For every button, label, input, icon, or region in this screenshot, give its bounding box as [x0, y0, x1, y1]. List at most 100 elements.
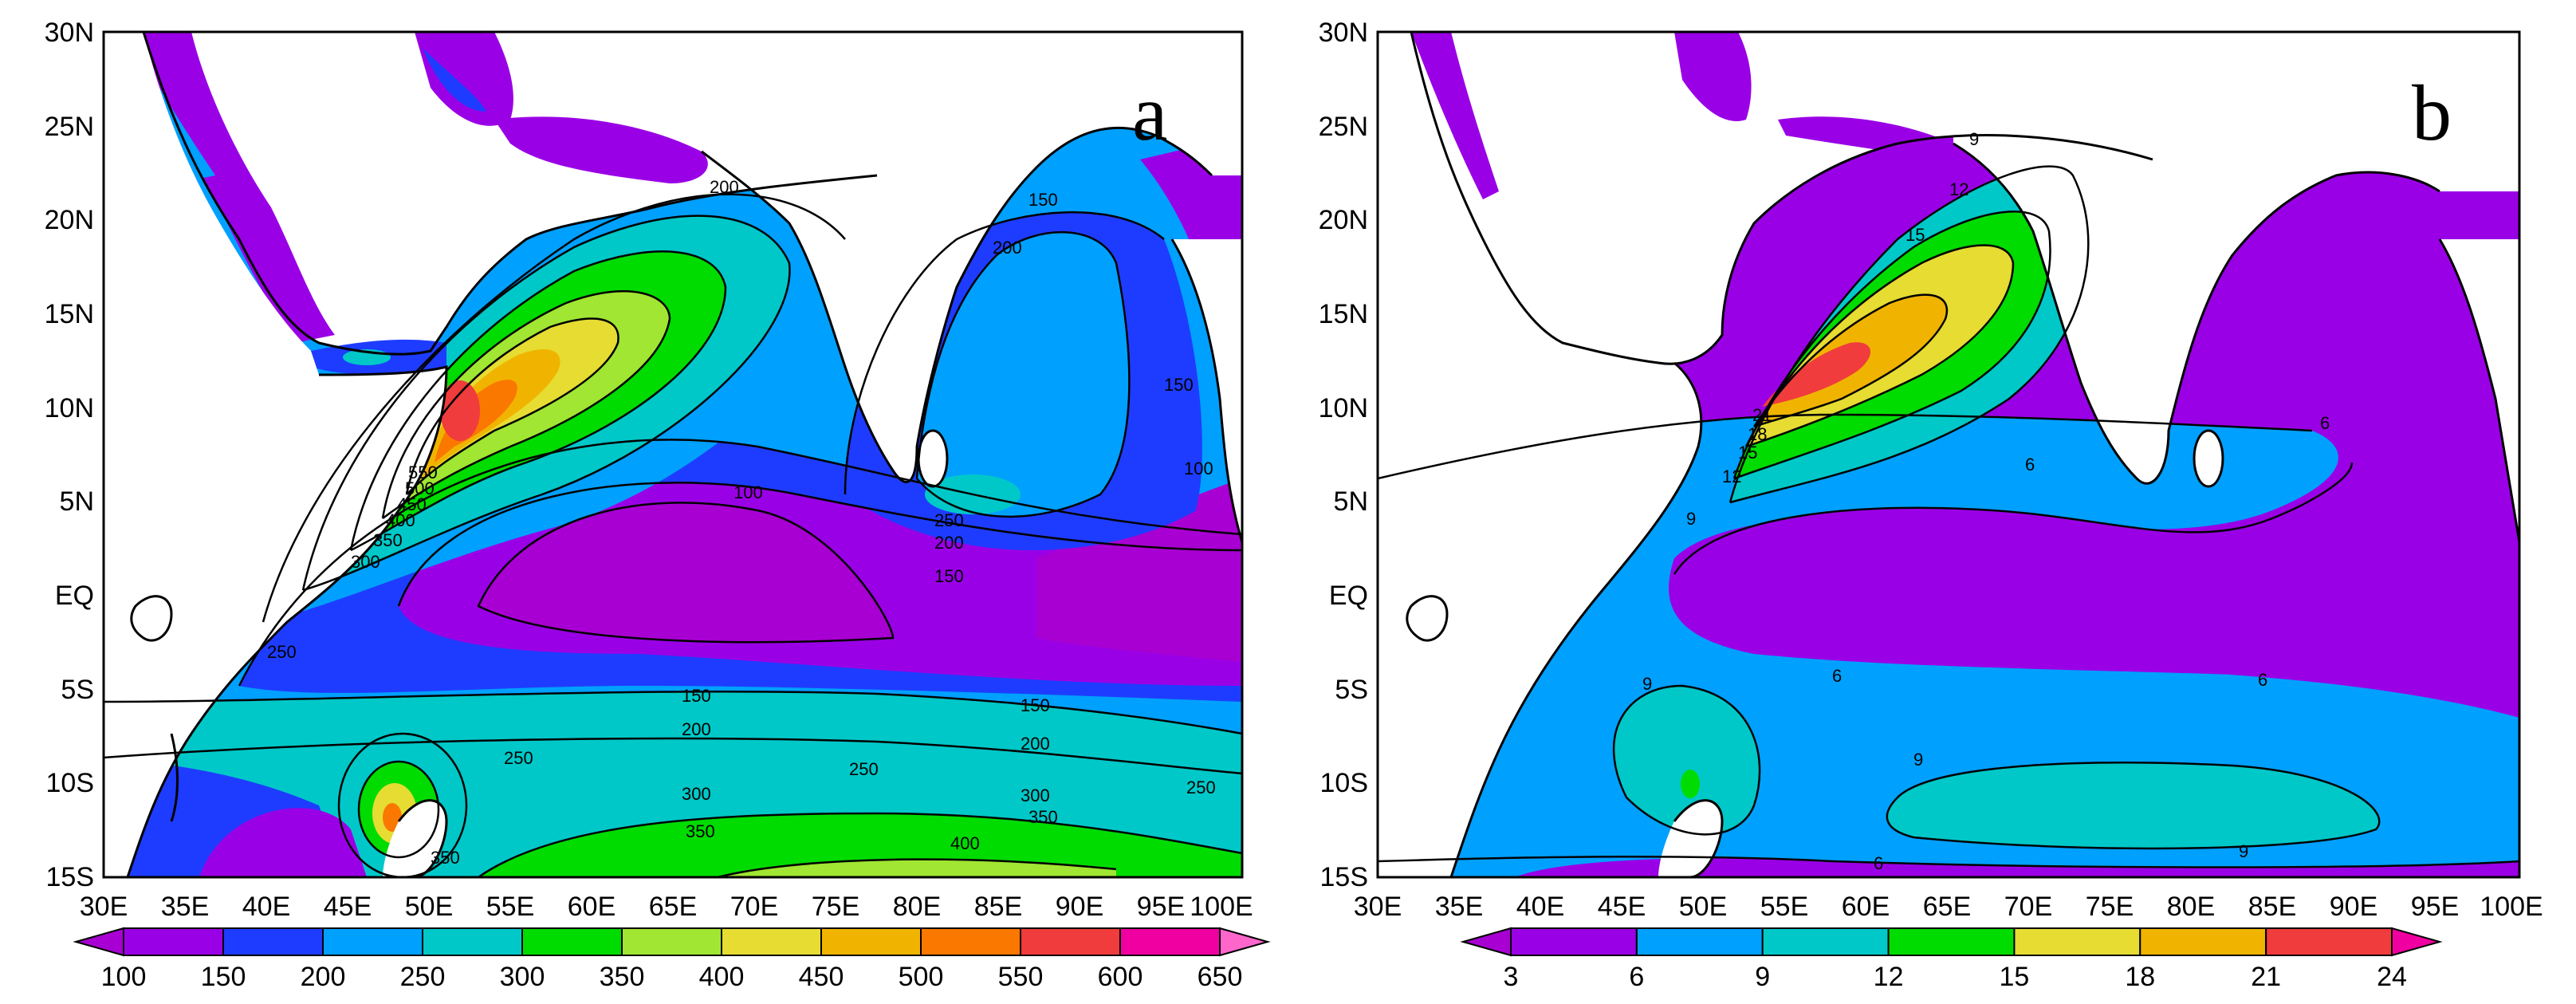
- x-tick-label: 70E: [730, 892, 779, 922]
- y-tick-label: 10S: [46, 768, 95, 798]
- contour-label: 250: [1186, 778, 1216, 797]
- contour-label: 9: [1686, 509, 1696, 529]
- contour-label: 500: [405, 478, 435, 498]
- colorbar-max-arrow: [2391, 927, 2443, 957]
- contour-label: 450: [397, 494, 427, 514]
- y-tick-label: 5S: [1335, 675, 1368, 705]
- y-tick-label: 30N: [1319, 18, 1368, 48]
- contour-label: 200: [1021, 734, 1050, 754]
- colorbar-min-arrow: [73, 927, 124, 957]
- colorbar-label: 18: [2125, 962, 2155, 992]
- colorbar-label: 6: [1629, 962, 1644, 992]
- colorbar-swatch: [422, 927, 523, 956]
- y-tick-label: 15S: [1320, 862, 1369, 892]
- x-tick-label: 65E: [649, 892, 698, 922]
- contour-label: 400: [386, 510, 415, 530]
- colorbar-swatch: [322, 927, 423, 956]
- contour-label: 200: [710, 177, 739, 197]
- x-tick-label: 45E: [1598, 892, 1646, 922]
- y-tick-label: 10S: [1320, 768, 1369, 798]
- x-tick-label: 35E: [1435, 892, 1484, 922]
- colorbar-label: 550: [998, 962, 1044, 992]
- colorbar-label: 24: [2377, 962, 2407, 992]
- x-tick-label: 40E: [242, 892, 291, 922]
- y-tick-label: EQ: [1329, 581, 1368, 611]
- panel-b-y-axis: 30N 25N 20N 15N 10N 5N EQ 5S 10S 15S: [1319, 18, 1368, 892]
- contour-label: 9: [2239, 841, 2248, 861]
- colorbar-swatch: [521, 927, 623, 956]
- contour-label: 15: [1905, 225, 1925, 245]
- contour-label: 9: [1913, 750, 1923, 770]
- panel-a-frame: [102, 30, 1244, 879]
- contour-label: 250: [849, 759, 879, 779]
- panel-a: a 200 150 200 150 100 100 550 500 450 40…: [45, 18, 1271, 992]
- colorbar-swatch: [2013, 927, 2141, 956]
- contour-label: 250: [934, 510, 964, 530]
- contour-label: 6: [2258, 670, 2267, 690]
- contour-label: 350: [373, 530, 403, 550]
- x-tick-label: 80E: [2167, 892, 2216, 922]
- contour-label: 100: [1184, 459, 1213, 478]
- contour-label: 6: [1874, 853, 1883, 873]
- contour-label: 200: [934, 533, 964, 553]
- x-tick-label: 60E: [568, 892, 616, 922]
- y-tick-label: 20N: [1319, 205, 1368, 235]
- contour-label: 300: [351, 552, 380, 572]
- contour-label: 6: [2320, 413, 2330, 433]
- contour-label: 300: [1021, 785, 1050, 805]
- colorbar-label: 9: [1755, 962, 1770, 992]
- y-tick-label: 10N: [1319, 393, 1368, 423]
- panel-a-contour-labels: 200 150 200 150 100 100 550 500 450 400 …: [267, 177, 1216, 868]
- contour-label: 18: [1748, 424, 1767, 444]
- colorbar-swatch: [123, 927, 224, 956]
- colorbar-label: 300: [500, 962, 545, 992]
- colorbar-label: 500: [899, 962, 944, 992]
- x-tick-label: 90E: [2330, 892, 2378, 922]
- x-tick-label: 60E: [1842, 892, 1890, 922]
- x-tick-label: 100E: [1190, 892, 1253, 922]
- y-tick-label: EQ: [55, 581, 94, 611]
- contour-label: 15: [1738, 443, 1757, 463]
- panel-a-map: [104, 32, 1242, 877]
- y-tick-label: 5N: [1334, 486, 1368, 517]
- colorbar-swatch: [2139, 927, 2267, 956]
- contour-label: 250: [504, 748, 533, 768]
- colorbar-label: 600: [1098, 962, 1143, 992]
- panel-b: b 9 12 15 21 18 15 12 9 6 6 6 6 9 9 9 6 …: [1319, 18, 2543, 992]
- contour-label: 150: [1164, 375, 1194, 395]
- panel-b-map: [1378, 32, 2519, 877]
- colorbar-swatch: [1635, 927, 1764, 956]
- x-tick-label: 40E: [1516, 892, 1565, 922]
- x-tick-label: 70E: [2004, 892, 2053, 922]
- y-tick-label: 20N: [45, 205, 94, 235]
- colorbar-label: 12: [1874, 962, 1904, 992]
- panel-b-tag: b: [2412, 69, 2452, 157]
- x-tick-label: 35E: [161, 892, 210, 922]
- y-tick-label: 5S: [61, 675, 94, 705]
- x-tick-label: 85E: [974, 892, 1023, 922]
- panel-a-tag: a: [1132, 69, 1167, 157]
- contour-label: 150: [1028, 190, 1058, 210]
- panel-a-y-axis: 30N 25N 20N 15N 10N 5N EQ 5S 10S 15S: [45, 18, 94, 892]
- x-tick-label: 85E: [2248, 892, 2297, 922]
- x-tick-label: 75E: [2086, 892, 2134, 922]
- y-tick-label: 25N: [45, 112, 94, 142]
- contour-label: 100: [733, 482, 763, 502]
- x-tick-label: 30E: [1354, 892, 1402, 922]
- y-tick-label: 30N: [45, 18, 94, 48]
- x-tick-label: 55E: [486, 892, 535, 922]
- contour-label: 12: [1722, 467, 1741, 486]
- panel-a-colorbar: 100 150 200 250 300 350 400 450 500 550 600 650: [73, 927, 1271, 992]
- contour-label: 300: [682, 784, 711, 804]
- contour-label: 200: [993, 238, 1022, 258]
- contour-label: 150: [1021, 695, 1050, 715]
- contour-label: 9: [1642, 674, 1652, 694]
- contour-label: 21: [1752, 405, 1772, 425]
- colorbar-label: 21: [2251, 962, 2281, 992]
- y-tick-label: 10N: [45, 393, 94, 423]
- colorbar-swatch: [820, 927, 922, 956]
- colorbar-label: 450: [799, 962, 844, 992]
- contour-label: 6: [1832, 666, 1842, 686]
- x-tick-label: 55E: [1760, 892, 1809, 922]
- x-tick-label: 30E: [80, 892, 128, 922]
